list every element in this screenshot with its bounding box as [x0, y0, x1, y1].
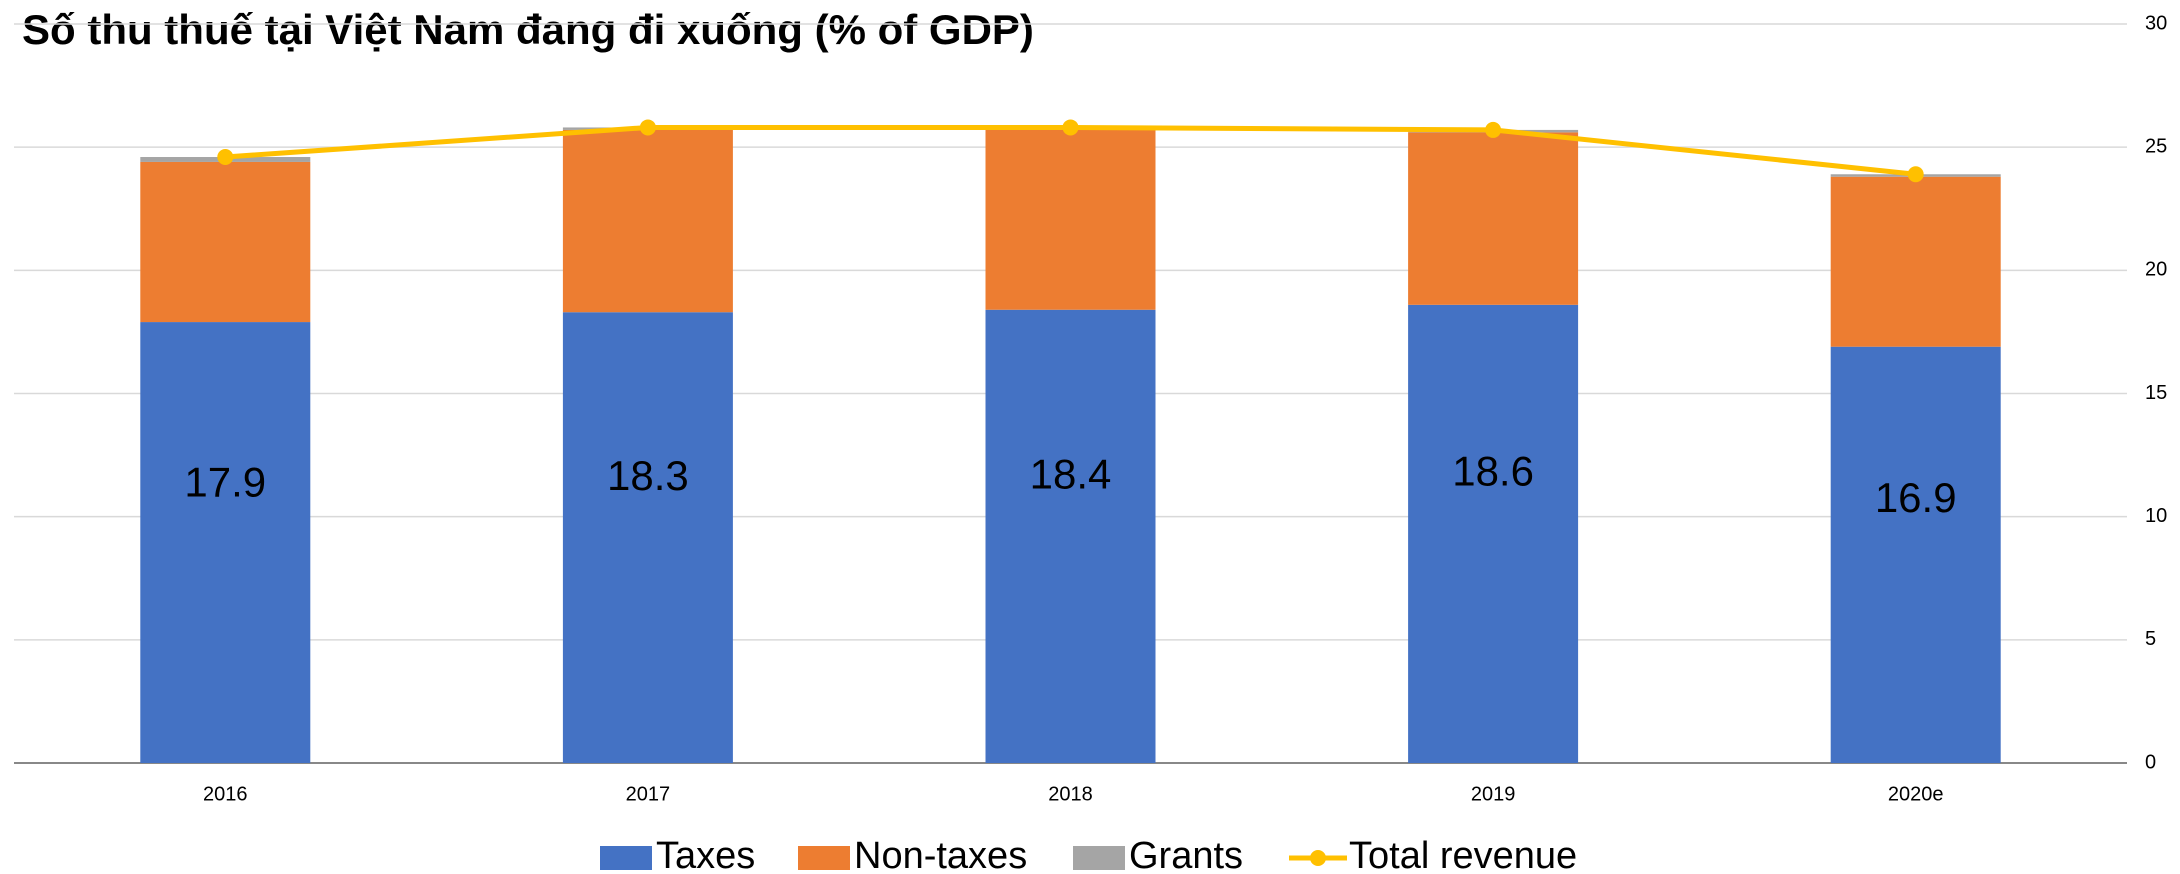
bar-segment — [562, 312, 733, 763]
line-marker — [1062, 119, 1079, 136]
x-tick-label: 2016 — [203, 783, 248, 805]
bar-segment — [140, 161, 311, 323]
bar-segment — [562, 129, 733, 313]
x-tick-label: 2017 — [626, 783, 671, 805]
line-marker — [1485, 121, 1502, 138]
data-label: 16.9 — [1875, 474, 1957, 521]
x-tick-label: 2020e — [1888, 783, 1944, 805]
x-tick-label: 2019 — [1471, 783, 1516, 805]
bar-segment — [140, 322, 311, 763]
legend-label: Grants — [1129, 835, 1243, 874]
y-tick-label: 0 — [2145, 751, 2156, 773]
bar-segment — [1830, 346, 2001, 763]
line-marker — [639, 119, 656, 136]
legend-label: Taxes — [656, 835, 755, 874]
bar-segment — [1408, 304, 1579, 763]
y-tick-label: 20 — [2145, 259, 2167, 281]
line-marker — [217, 149, 234, 166]
legend-swatch — [600, 846, 652, 870]
y-tick-label: 10 — [2145, 505, 2167, 527]
data-label: 18.3 — [607, 452, 689, 499]
legend-swatch — [1073, 846, 1125, 870]
data-label: 17.9 — [184, 458, 266, 505]
line-marker — [1907, 166, 1924, 183]
legend-label: Non-taxes — [854, 835, 1027, 874]
data-label: 18.4 — [1030, 451, 1112, 498]
chart-title: Số thu thuế tại Việt Nam đang đi xuống (… — [22, 6, 1034, 53]
bar-segment — [1830, 176, 2001, 347]
bar-segment — [985, 309, 1156, 763]
y-tick-label: 5 — [2145, 628, 2156, 650]
legend-swatch — [1310, 850, 1326, 866]
bar-segment — [985, 129, 1156, 310]
legend-label: Total revenue — [1349, 835, 1577, 874]
x-tick-label: 2018 — [1048, 783, 1093, 805]
y-tick-label: 15 — [2145, 382, 2167, 404]
bar-segment — [1408, 132, 1579, 305]
legend-swatch — [798, 846, 850, 870]
data-label: 18.6 — [1452, 447, 1534, 494]
y-tick-label: 25 — [2145, 135, 2167, 157]
y-tick-label: 30 — [2145, 12, 2167, 34]
